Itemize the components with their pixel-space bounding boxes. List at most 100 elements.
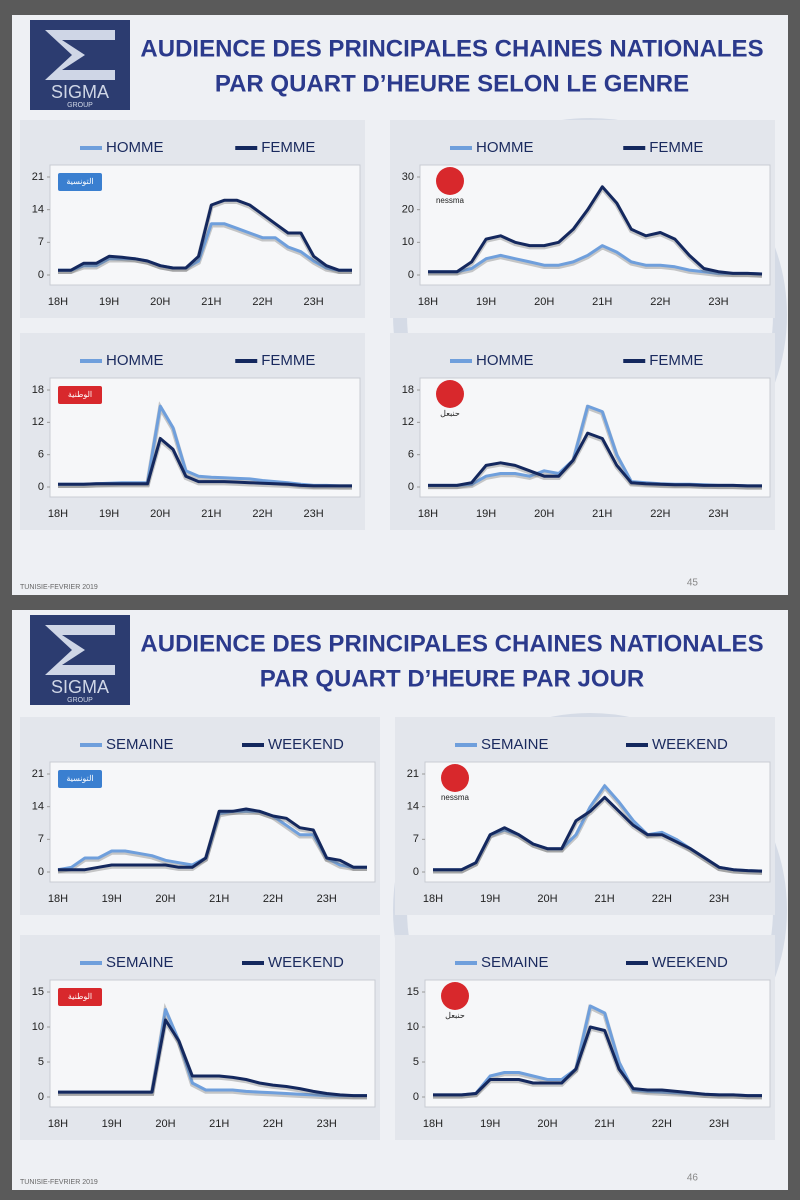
y-tick-label: 0: [408, 269, 414, 281]
series-line: [428, 244, 763, 276]
x-tick-label: 23H: [317, 893, 337, 905]
series-line: [433, 795, 763, 873]
x-tick-label: 20H: [537, 893, 557, 905]
logo: [58, 173, 102, 191]
x-tick-label: 19H: [99, 296, 119, 308]
x-tick-label: 23H: [708, 296, 728, 308]
series-line: [433, 1025, 762, 1098]
x-tick-label: 22H: [650, 508, 670, 520]
x-tick-label: 20H: [537, 1118, 557, 1130]
series-line: [58, 807, 367, 872]
legend-label: HOMME: [476, 139, 534, 156]
series-line: [58, 1018, 367, 1098]
y-tick-label: 5: [38, 1056, 44, 1068]
legend-label: WEEKEND: [268, 736, 344, 753]
y-tick-label: 15: [407, 986, 419, 998]
plot-area: [49, 761, 376, 883]
y-tick-label: 14: [407, 801, 419, 813]
y-tick-label: 30: [402, 171, 414, 183]
x-tick-label: 18H: [418, 296, 438, 308]
x-tick-label: 21H: [201, 296, 221, 308]
x-tick-label: 19H: [476, 508, 496, 520]
x-tick-label: 23H: [304, 296, 324, 308]
x-tick-label: 19H: [102, 893, 122, 905]
brand-sigma: [45, 30, 115, 80]
x-tick-label: 20H: [150, 296, 170, 308]
series-line: [428, 431, 762, 488]
y-tick-label: 15: [32, 986, 44, 998]
footer: TUNISIE-FEVRIER 2019: [20, 584, 98, 591]
y-tick-label: 7: [38, 236, 44, 248]
legend-label: WEEKEND: [652, 954, 728, 971]
series-line: [58, 222, 352, 272]
footer: TUNISIE-FEVRIER 2019: [20, 1179, 98, 1186]
x-tick-label: 20H: [534, 508, 554, 520]
y-tick-label: 10: [407, 1021, 419, 1033]
logo: [58, 386, 102, 404]
brand-sub: GROUP: [67, 697, 93, 704]
legend-label: HOMME: [106, 352, 164, 369]
x-tick-label: 18H: [423, 893, 443, 905]
logo-text: nessma: [436, 196, 465, 205]
x-tick-label: 19H: [476, 296, 496, 308]
series-line: [58, 198, 352, 272]
x-tick-label: 19H: [480, 893, 500, 905]
x-tick-label: 23H: [709, 1118, 729, 1130]
logo: [441, 764, 469, 792]
y-tick-label: 10: [32, 1021, 44, 1033]
x-tick-label: 19H: [102, 1118, 122, 1130]
x-tick-label: 21H: [595, 893, 615, 905]
legend-label: SEMAINE: [481, 736, 549, 753]
x-tick-label: 20H: [155, 893, 175, 905]
x-tick-label: 18H: [418, 508, 438, 520]
x-tick-label: 21H: [209, 893, 229, 905]
legend-label: SEMAINE: [106, 954, 174, 971]
x-tick-label: 22H: [252, 508, 272, 520]
legend-label: HOMME: [106, 139, 164, 156]
logo-text: الوطنية: [68, 992, 92, 1001]
y-tick-label: 6: [38, 449, 44, 461]
x-tick-label: 20H: [150, 508, 170, 520]
y-tick-label: 0: [408, 481, 414, 493]
logo-text: التونسية: [66, 177, 93, 186]
y-tick-label: 0: [413, 866, 419, 878]
y-tick-label: 0: [38, 866, 44, 878]
x-tick-label: 22H: [263, 1118, 283, 1130]
brand-sub: GROUP: [67, 102, 93, 109]
y-tick-label: 18: [32, 384, 44, 396]
x-tick-label: 23H: [708, 508, 728, 520]
y-tick-label: 5: [413, 1056, 419, 1068]
logo-text: التونسية: [66, 774, 93, 783]
page-number: 46: [687, 1173, 699, 1184]
logo-text: حنبعل: [445, 1011, 465, 1020]
y-tick-label: 0: [413, 1091, 419, 1103]
y-tick-label: 6: [408, 449, 414, 461]
x-tick-label: 23H: [304, 508, 324, 520]
logo-text: الوطنية: [68, 390, 92, 399]
x-tick-label: 23H: [709, 893, 729, 905]
x-tick-label: 20H: [155, 1118, 175, 1130]
x-tick-label: 23H: [317, 1118, 337, 1130]
brand-sigma: [45, 625, 115, 675]
brand-name: SIGMA: [51, 82, 109, 102]
x-tick-label: 18H: [48, 296, 68, 308]
x-tick-label: 20H: [534, 296, 554, 308]
logo-text: nessma: [441, 793, 470, 802]
plot-area: [49, 979, 376, 1108]
plot-area: [424, 979, 771, 1108]
series-line: [58, 437, 352, 488]
legend-label: SEMAINE: [106, 736, 174, 753]
y-tick-label: 21: [32, 171, 44, 183]
y-tick-label: 10: [402, 236, 414, 248]
logo: [58, 770, 102, 788]
y-tick-label: 21: [32, 768, 44, 780]
logo: [441, 982, 469, 1010]
legend-label: HOMME: [476, 352, 534, 369]
y-tick-label: 14: [32, 204, 44, 216]
x-tick-label: 21H: [201, 508, 221, 520]
legend-label: FEMME: [649, 139, 703, 156]
logo-text: حنبعل: [440, 409, 460, 418]
x-tick-label: 18H: [48, 508, 68, 520]
